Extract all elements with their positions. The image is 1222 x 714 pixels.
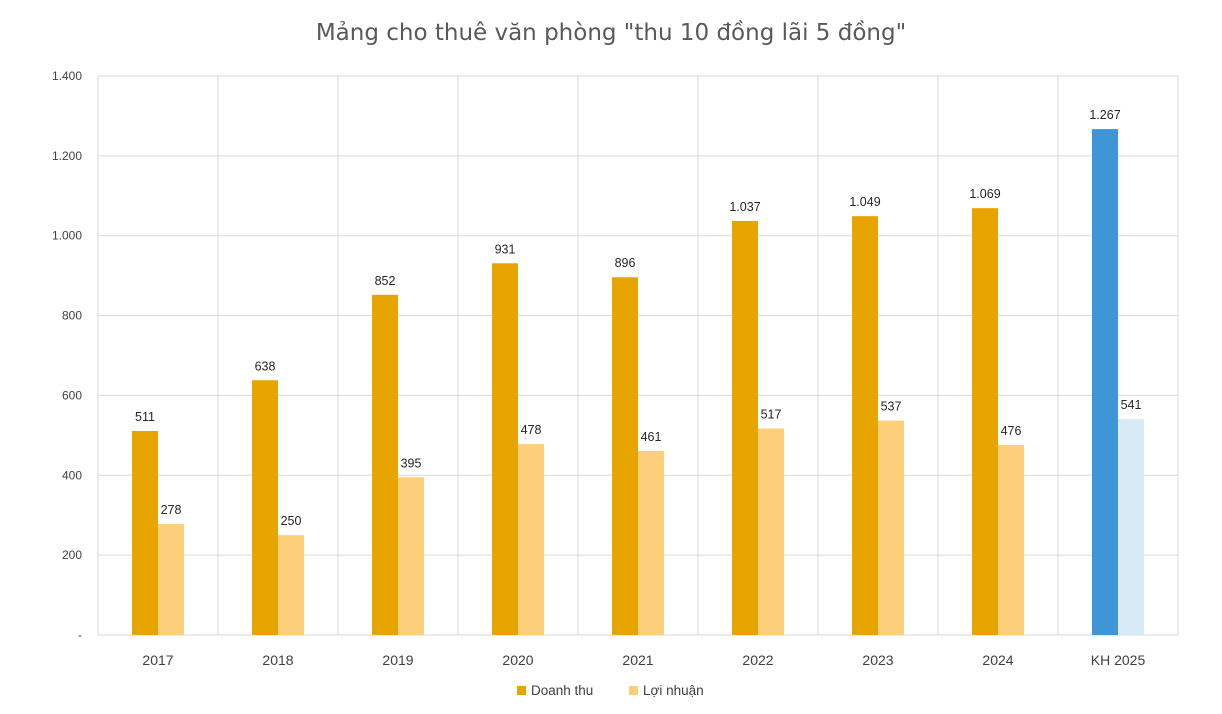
data-label: 896	[615, 256, 636, 270]
legend-swatch	[517, 686, 526, 695]
y-tick-label: 200	[62, 548, 82, 562]
x-tick-label: 2021	[622, 652, 653, 668]
legend-swatch	[629, 686, 638, 695]
data-label: 931	[495, 242, 516, 256]
bar-loi-nhuan	[998, 444, 1024, 635]
y-tick-label: 600	[62, 388, 82, 402]
y-tick-label: -	[78, 628, 82, 642]
legend-label: Doanh thu	[531, 683, 593, 698]
data-label: 1.049	[849, 195, 880, 209]
bar-doanh-thu	[972, 208, 998, 635]
y-tick-label: 1.200	[52, 149, 82, 163]
y-tick-label: 1.000	[52, 229, 82, 243]
bar-doanh-thu	[612, 277, 638, 635]
legend-label: Lợi nhuận	[643, 683, 704, 698]
data-label: 511	[135, 410, 155, 424]
bar-doanh-thu	[1092, 129, 1118, 636]
bar-loi-nhuan	[878, 420, 904, 635]
data-label: 1.037	[729, 200, 760, 214]
bar-loi-nhuan	[158, 523, 184, 635]
bar-loi-nhuan	[278, 535, 304, 635]
data-label: 537	[881, 400, 902, 414]
data-label: 278	[161, 503, 182, 517]
bar-doanh-thu	[372, 294, 398, 635]
data-label: 852	[375, 274, 396, 288]
data-label: 638	[255, 359, 276, 373]
bar-doanh-thu	[252, 380, 278, 635]
data-label: 517	[761, 408, 782, 422]
x-tick-label: 2017	[142, 652, 173, 668]
bar-doanh-thu	[732, 220, 758, 635]
data-label: 395	[401, 456, 422, 470]
bar-loi-nhuan	[518, 444, 544, 635]
x-tick-label: 2018	[262, 652, 293, 668]
chart-title: Mảng cho thuê văn phòng "thu 10 đồng lãi…	[315, 20, 907, 46]
data-label: 476	[1001, 424, 1022, 438]
bar-loi-nhuan	[638, 450, 664, 635]
bar-loi-nhuan	[1118, 418, 1144, 635]
x-tick-label: 2019	[382, 652, 413, 668]
data-label: 1.069	[969, 187, 1000, 201]
bar-loi-nhuan	[758, 428, 784, 635]
data-label: 1.267	[1089, 108, 1120, 122]
y-tick-label: 800	[62, 309, 82, 323]
data-label: 461	[641, 430, 662, 444]
x-tick-label: 2024	[982, 652, 1013, 668]
x-tick-label: KH 2025	[1091, 652, 1146, 668]
bar-doanh-thu	[132, 430, 158, 635]
bar-doanh-thu	[852, 216, 878, 635]
data-label: 250	[281, 514, 302, 528]
x-tick-label: 2023	[862, 652, 893, 668]
bar-doanh-thu	[492, 263, 518, 635]
data-label: 478	[521, 423, 542, 437]
data-label: 541	[1121, 398, 1142, 412]
bar-loi-nhuan	[398, 477, 424, 635]
y-tick-label: 1.400	[52, 69, 82, 83]
y-tick-label: 400	[62, 468, 82, 482]
x-tick-label: 2022	[742, 652, 773, 668]
x-tick-label: 2020	[502, 652, 533, 668]
